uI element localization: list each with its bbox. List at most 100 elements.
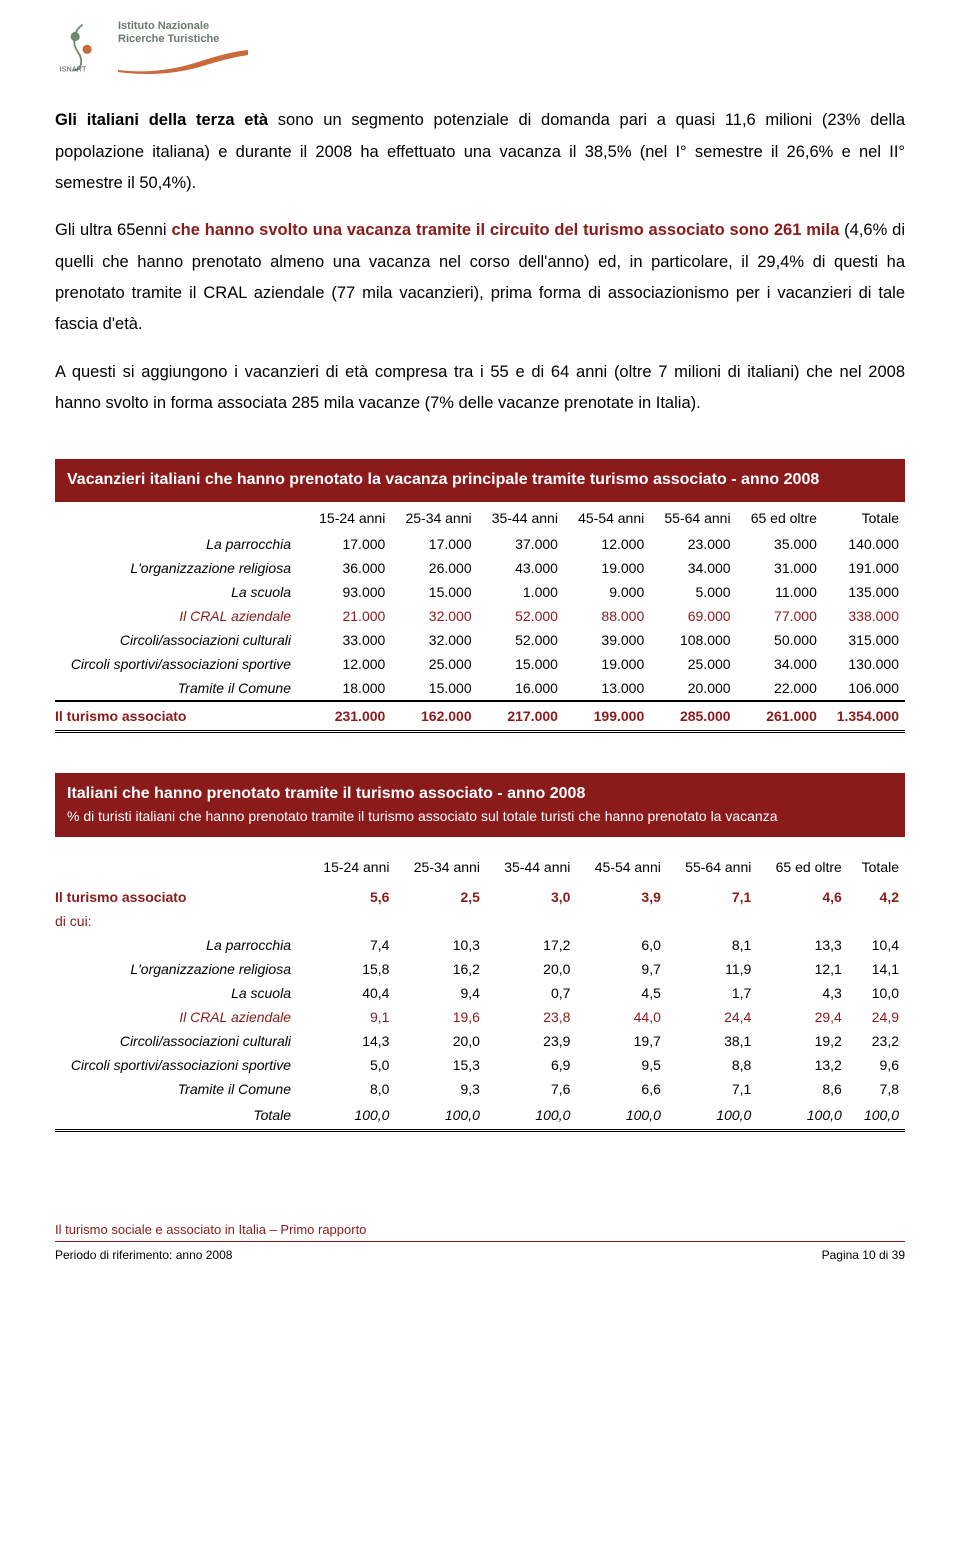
cell: 50.000 [737, 628, 823, 652]
cell: 217.000 [478, 701, 564, 732]
row-label: Il CRAL aziendale [55, 1005, 305, 1029]
paragraph-1: Gli italiani della terza età sono un seg… [55, 105, 905, 199]
cell: 100,0 [848, 1101, 905, 1131]
svg-text:ISNART: ISNART [60, 64, 87, 73]
cell: 9,3 [395, 1077, 485, 1101]
cell: 29,4 [757, 1005, 847, 1029]
footer-period: Periodo di riferimento: anno 2008 [55, 1248, 232, 1262]
row-label: Totale [55, 1101, 305, 1131]
cell: 32.000 [391, 604, 477, 628]
cell: 9.000 [564, 580, 650, 604]
cell: 315.000 [823, 628, 905, 652]
table1-title: Vacanzieri italiani che hanno prenotato … [55, 459, 905, 501]
cell: 25.000 [650, 652, 736, 676]
cell: 100,0 [486, 1101, 576, 1131]
row-label: La scuola [55, 580, 305, 604]
table2-header: Italiani che hanno prenotato tramite il … [55, 773, 905, 837]
cell: 43.000 [478, 556, 564, 580]
cell: 130.000 [823, 652, 905, 676]
cell: 1.354.000 [823, 701, 905, 732]
cell: 9,6 [848, 1053, 905, 1077]
cell: 33.000 [305, 628, 391, 652]
table2-block: Italiani che hanno prenotato tramite il … [55, 773, 905, 1132]
cell: 5.000 [650, 580, 736, 604]
cell: 2,5 [395, 885, 485, 909]
cell: 8,8 [667, 1053, 757, 1077]
paragraph-2: Gli ultra 65enni che hanno svolto una va… [55, 215, 905, 340]
cell: 23.000 [650, 532, 736, 556]
cell: 77.000 [737, 604, 823, 628]
dicui-label: di cui: [55, 909, 905, 933]
row-label: Tramite il Comune [55, 1077, 305, 1101]
table2-total-row: Totale100,0100,0100,0100,0100,0100,0100,… [55, 1101, 905, 1131]
table-row: L'organizzazione religiosa36.00026.00043… [55, 556, 905, 580]
logo-org-line1: Istituto Nazionale [118, 20, 248, 33]
row-label: La parrocchia [55, 933, 305, 957]
cell: 13,3 [757, 933, 847, 957]
cell: 40,4 [305, 981, 395, 1005]
table1-block: Vacanzieri italiani che hanno prenotato … [55, 459, 905, 732]
cell: 38,1 [667, 1029, 757, 1053]
table-row: Circoli sportivi/associazioni sportive12… [55, 652, 905, 676]
table2-dicui-row: di cui: [55, 909, 905, 933]
cell: 24,9 [848, 1005, 905, 1029]
p1-bold: Gli italiani della terza età [55, 111, 268, 129]
cell: 10,0 [848, 981, 905, 1005]
cell: 9,7 [576, 957, 666, 981]
cell: 18.000 [305, 676, 391, 701]
row-label: Circoli/associazioni culturali [55, 628, 305, 652]
cell: 88.000 [564, 604, 650, 628]
row-label: Circoli sportivi/associazioni sportive [55, 1053, 305, 1077]
cell: 15,8 [305, 957, 395, 981]
cell: 100,0 [757, 1101, 847, 1131]
row-label: Circoli sportivi/associazioni sportive [55, 652, 305, 676]
cell: 52.000 [478, 604, 564, 628]
cell: 5,6 [305, 885, 395, 909]
table-row: Il CRAL aziendale21.00032.00052.00088.00… [55, 604, 905, 628]
cell: 24,4 [667, 1005, 757, 1029]
row-label: Il CRAL aziendale [55, 604, 305, 628]
cell: 6,6 [576, 1077, 666, 1101]
cell: 19.000 [564, 652, 650, 676]
cell: 23,9 [486, 1029, 576, 1053]
cell: 19,2 [757, 1029, 847, 1053]
cell: 0,7 [486, 981, 576, 1005]
cell: 19,7 [576, 1029, 666, 1053]
cell: 16,2 [395, 957, 485, 981]
cell: 6,9 [486, 1053, 576, 1077]
cell: 52.000 [478, 628, 564, 652]
cell: 7,8 [848, 1077, 905, 1101]
cell: 23,2 [848, 1029, 905, 1053]
logo-org-line2: Ricerche Turistiche [118, 33, 248, 46]
footer-title: Il turismo sociale e associato in Italia… [55, 1222, 905, 1242]
table-row: Circoli sportivi/associazioni sportive5,… [55, 1053, 905, 1077]
cell: 20.000 [650, 676, 736, 701]
table2: 15-24 anni 25-34 anni 35-44 anni 45-54 a… [55, 851, 905, 1132]
row-label: Circoli/associazioni culturali [55, 1029, 305, 1053]
table-row: Circoli/associazioni culturali14,320,023… [55, 1029, 905, 1053]
table-row: Il CRAL aziendale9,119,623,844,024,429,4… [55, 1005, 905, 1029]
cell: 10,3 [395, 933, 485, 957]
cell: 3,9 [576, 885, 666, 909]
cell: 6,0 [576, 933, 666, 957]
cell: 8,6 [757, 1077, 847, 1101]
cell: 4,3 [757, 981, 847, 1005]
isnart-logo-icon: ISNART [55, 20, 110, 75]
cell: 4,2 [848, 885, 905, 909]
cell: 12.000 [564, 532, 650, 556]
cell: 44,0 [576, 1005, 666, 1029]
footer-row: Periodo di riferimento: anno 2008 Pagina… [55, 1248, 905, 1262]
logo-header: ISNART Istituto Nazionale Ricerche Turis… [55, 20, 905, 75]
table1-total-row: Il turismo associato231.000162.000217.00… [55, 701, 905, 732]
paragraph-3: A questi si aggiungono i vacanzieri di e… [55, 357, 905, 420]
cell: 39.000 [564, 628, 650, 652]
cell: 135.000 [823, 580, 905, 604]
cell: 100,0 [667, 1101, 757, 1131]
cell: 34.000 [737, 652, 823, 676]
row-label: Tramite il Comune [55, 676, 305, 701]
cell: 162.000 [391, 701, 477, 732]
table-row: La parrocchia17.00017.00037.00012.00023.… [55, 532, 905, 556]
cell: 31.000 [737, 556, 823, 580]
cell: 19,6 [395, 1005, 485, 1029]
cell: 15,3 [395, 1053, 485, 1077]
